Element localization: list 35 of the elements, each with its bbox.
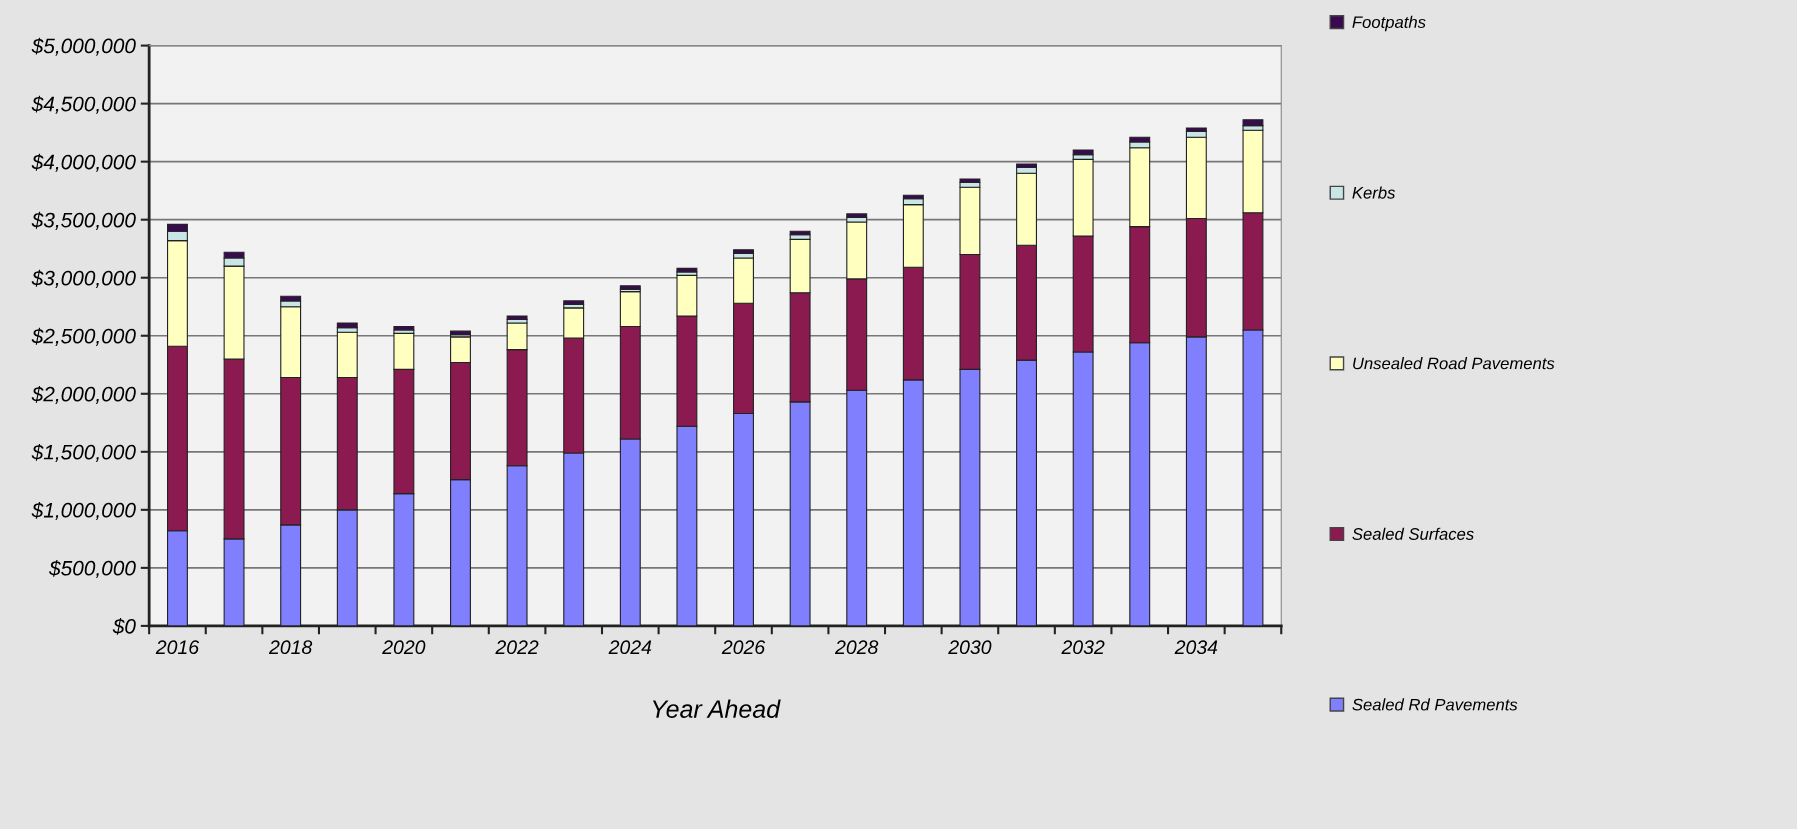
x-axis-title: Year Ahead bbox=[652, 699, 781, 718]
bar bbox=[563, 300, 585, 305]
bar bbox=[959, 178, 981, 184]
x-tick-label: 2024 bbox=[608, 640, 652, 655]
x-tick-label: 2026 bbox=[721, 640, 766, 655]
x-tick-label: 2030 bbox=[948, 640, 992, 655]
y-tick-label: $3,500,000 bbox=[31, 211, 136, 230]
y-tick-label: $3,000,000 bbox=[31, 269, 136, 288]
bar bbox=[1072, 149, 1094, 156]
x-tick-label: 2016 bbox=[155, 640, 200, 655]
x-tick-label: 2028 bbox=[834, 640, 879, 655]
y-tick-label: $500,000 bbox=[48, 559, 136, 579]
legend-label: Kerbs bbox=[1352, 186, 1396, 199]
bar bbox=[393, 325, 415, 331]
legend-label: Sealed Surfaces bbox=[1352, 527, 1474, 540]
y-tick-label: $0 bbox=[112, 618, 136, 635]
y-tick-label: $5,000,000 bbox=[31, 37, 136, 56]
y-tick-label: $2,500,000 bbox=[31, 327, 136, 346]
bar bbox=[1242, 119, 1264, 127]
x-tick-label: 2018 bbox=[268, 640, 313, 655]
x-tick-label: 2032 bbox=[1061, 640, 1105, 655]
x-tick-label: 2022 bbox=[495, 640, 539, 655]
x-tick-label: 2020 bbox=[382, 640, 426, 655]
legend-label: Unsealed Road Pavements bbox=[1353, 357, 1555, 370]
y-tick-label: $4,000,000 bbox=[31, 153, 136, 172]
y-tick-label: $2,000,000 bbox=[31, 385, 136, 404]
x-tick-label: 2034 bbox=[1174, 640, 1218, 655]
legend-label: Footpaths bbox=[1352, 15, 1426, 32]
legend-label: Sealed Rd Pavements bbox=[1352, 698, 1518, 711]
bar bbox=[676, 267, 698, 273]
bar bbox=[450, 330, 471, 336]
bar bbox=[336, 322, 358, 329]
y-tick-label: $1,500,000 bbox=[31, 443, 136, 463]
y-tick-label: $1,000,000 bbox=[31, 501, 136, 521]
y-tick-label: $4,500,000 bbox=[31, 95, 136, 114]
